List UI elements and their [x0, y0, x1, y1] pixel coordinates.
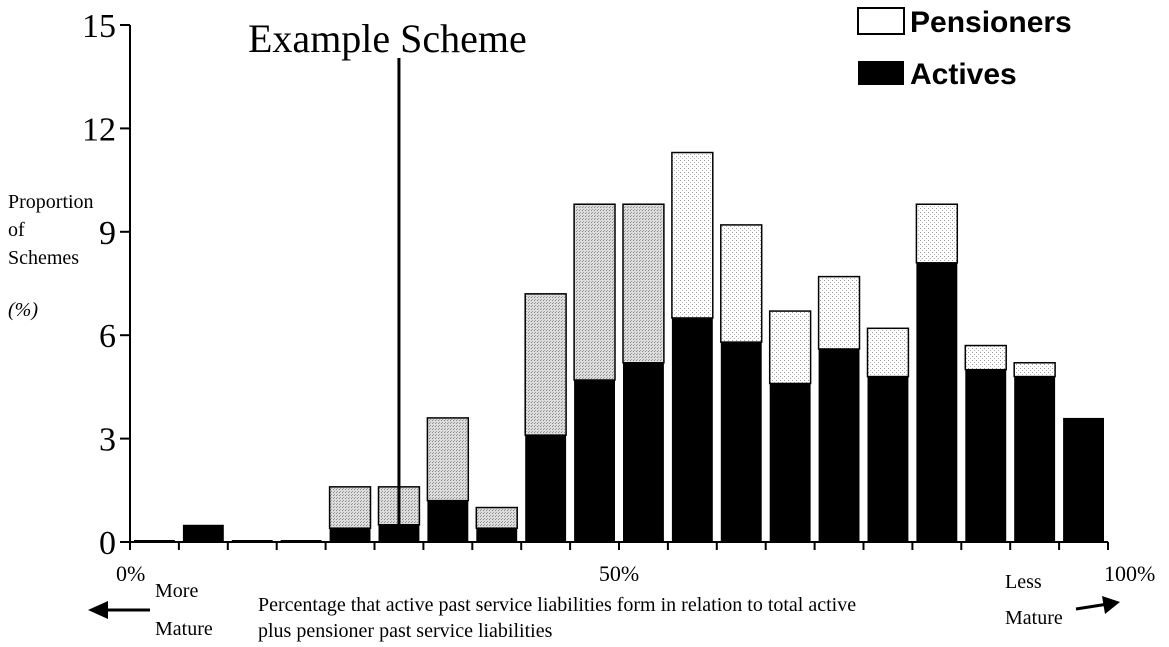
less-mature-line-1: Less: [1005, 571, 1042, 593]
bar-pensioners-11: [671, 151, 714, 319]
x-tick-label-0: 0%: [116, 561, 145, 586]
bar-actives-17: [965, 369, 1007, 542]
bar-actives-10: [623, 362, 664, 542]
bar-actives-19: [1063, 417, 1104, 542]
bar-actives-8: [525, 435, 567, 542]
bar-actives-13: [769, 383, 811, 542]
bar-actives-18: [1014, 376, 1056, 542]
bar-actives-11: [671, 317, 713, 542]
y-tick-label-1: 3: [99, 422, 116, 459]
bar-pensioners-8: [524, 293, 567, 436]
bar-actives-12: [720, 342, 762, 542]
more-mature-line-1: More: [155, 580, 198, 602]
example-scheme-label: Example Scheme: [248, 16, 527, 61]
y-tick-label-5: 15: [82, 8, 116, 45]
less-mature-line-2: Mature: [1005, 607, 1063, 629]
bar-actives-9: [574, 380, 615, 542]
bar-pensioners-7: [475, 506, 518, 529]
y-title-line-4: (%): [8, 299, 38, 321]
x-tick-label-1: 50%: [599, 561, 639, 586]
legend-label-actives: Actives: [910, 58, 1017, 91]
legend-label-pensioners: Pensioners: [910, 6, 1072, 39]
x-title-line-1: Percentage that active past service liab…: [258, 594, 856, 616]
bar-pensioners-13: [768, 310, 812, 385]
bar-actives-1: [182, 524, 224, 542]
x-tick-label-2: 100%: [1104, 561, 1155, 586]
x-title-line-2: plus pensioner past service liabilities: [258, 620, 553, 642]
y-tick-label-2: 6: [99, 318, 116, 355]
bar-actives-6: [427, 500, 469, 542]
y-axis-title: Proportion of Schemes (%): [8, 191, 94, 321]
bar-pensioners-14: [817, 275, 861, 350]
bar-pensioners-15: [866, 327, 910, 378]
axes-group: [120, 24, 1109, 550]
bar-pensioners-4: [328, 486, 372, 529]
more-mature-note: More Mature: [88, 580, 213, 640]
y-title-line-1: Proportion: [8, 191, 94, 213]
bar-actives-15: [867, 376, 909, 542]
legend: Pensioners Actives: [857, 6, 1072, 91]
bars-group: [134, 151, 1104, 542]
bar-pensioners-16: [915, 203, 959, 264]
bar-pensioners-18: [1013, 362, 1056, 378]
y-title-line-2: of: [8, 219, 25, 241]
y-title-line-3: Schemes: [8, 247, 79, 269]
bar-pensioners-6: [426, 417, 470, 502]
bar-actives-4: [329, 528, 371, 542]
labels-group: 0 3 6 9 12 15 0% 50% 100%: [82, 8, 1155, 586]
bar-actives-16: [916, 262, 958, 542]
less-mature-note: Less Mature: [1005, 571, 1120, 629]
legend-swatch-actives: [858, 61, 904, 85]
bar-actives-14: [818, 348, 860, 542]
y-tick-label-0: 0: [99, 525, 116, 562]
y-tick-label-4: 12: [82, 111, 116, 148]
y-tick-label-3: 9: [99, 215, 116, 252]
more-mature-line-2: Mature: [155, 618, 213, 640]
bar-pensioners-10: [622, 203, 665, 364]
bar-pensioners-17: [964, 344, 1007, 371]
bar-pensioners-12: [720, 224, 763, 343]
legend-swatch-pensioners: [857, 7, 905, 35]
left-arrow-icon: [88, 601, 150, 619]
bar-pensioners-9: [573, 203, 616, 381]
right-arrow-icon: [1075, 596, 1120, 614]
x-axis-title: Percentage that active past service liab…: [258, 594, 856, 642]
bar-actives-7: [476, 528, 518, 542]
